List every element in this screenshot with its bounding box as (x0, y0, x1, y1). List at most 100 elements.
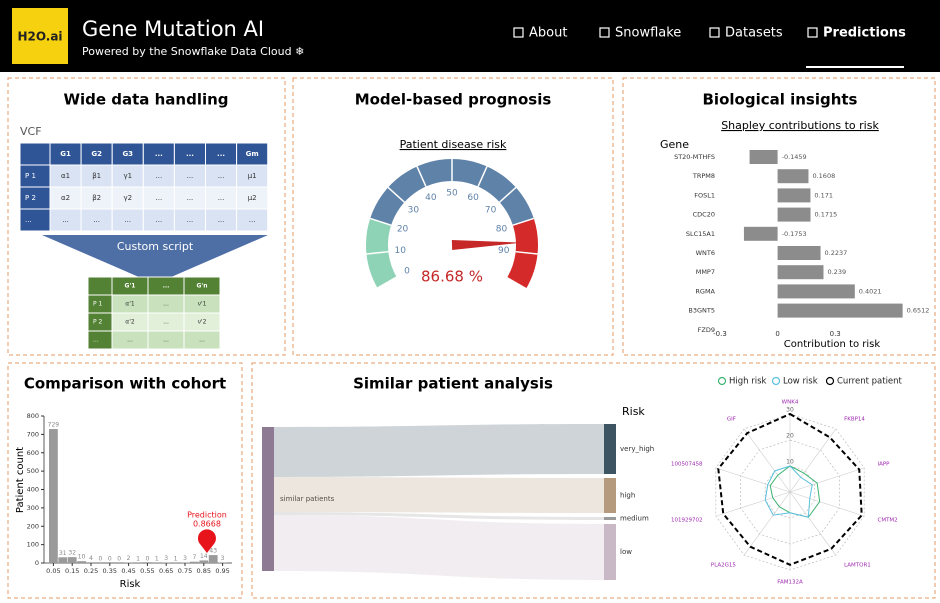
table-header-text: G2 (91, 150, 102, 158)
legend-label: High risk (729, 377, 767, 387)
radar-axis-label: GIF (727, 417, 736, 423)
table-cell-text: ... (156, 216, 163, 224)
table-cell-text: ν'2 (198, 319, 207, 326)
y-tick-label: 500 (27, 467, 39, 475)
gauge-tick-label: 0 (404, 267, 410, 277)
nav-item[interactable]: Datasets (725, 26, 783, 41)
header-bar (0, 0, 940, 72)
gauge-tick (515, 250, 538, 255)
table-row-label: P 2 (93, 319, 103, 326)
table-cell-text: μ2 (248, 194, 257, 202)
gauge-tick (387, 186, 405, 203)
bar (777, 303, 903, 318)
y-tick-label: 600 (27, 449, 39, 457)
panel-title: Similar patient analysis (353, 375, 553, 393)
gauge-tick (369, 217, 392, 226)
nav-item[interactable]: Predictions (823, 26, 906, 41)
gauge-band (507, 218, 538, 288)
bar-value-label: 0.171 (814, 191, 833, 199)
legend-swatch (717, 376, 727, 386)
x-tick-label: 0.35 (103, 567, 117, 575)
table-row-label: ... (93, 337, 99, 344)
radar-spoke (789, 491, 865, 517)
x-tick-label: 0.55 (140, 567, 154, 575)
y-tick-label: 400 (27, 486, 39, 494)
histogram-bar (199, 560, 209, 563)
table-cell-text: ... (127, 337, 133, 344)
table-header-text: G'n (196, 283, 207, 290)
table-cell-text: ... (62, 216, 69, 224)
bar (777, 284, 855, 299)
table-cell-text: γ1 (123, 172, 132, 180)
gauge-tick-label: 70 (485, 206, 497, 216)
radar-spoke (743, 428, 791, 493)
x-axis-title: Contribution to risk (784, 339, 881, 350)
gauge-tick-label: 80 (496, 224, 508, 234)
x-tick-label: 0.25 (84, 567, 98, 575)
panel (622, 77, 936, 356)
radar-axis-label: LAMTOR1 (844, 562, 871, 568)
sankey-target-node (604, 517, 616, 520)
table-header-text: ... (155, 150, 163, 158)
x-tick-label: 0 (775, 330, 779, 338)
panel-title: Model-based prognosis (355, 91, 552, 109)
table-header-text: ... (186, 150, 194, 158)
sankey-target-node (604, 478, 616, 513)
histogram-bar (161, 562, 171, 563)
gauge-tick-label: 20 (397, 224, 409, 234)
table-corner (19, 142, 51, 166)
bar-count-label: 1 (174, 555, 178, 562)
bar-value-label: -0.1753 (782, 230, 807, 238)
bar-value-label: 0.2237 (825, 249, 848, 257)
table-header-text: ... (217, 150, 225, 158)
radar-series (717, 412, 863, 566)
logo[interactable] (12, 8, 68, 64)
nav-item[interactable]: About (529, 26, 567, 41)
histogram-bar (86, 562, 96, 563)
bar (777, 265, 824, 280)
panel-title: Wide data handling (63, 91, 228, 109)
gauge-title: Patient disease risk (400, 138, 507, 151)
table-cell (183, 330, 221, 350)
sankey-source-node (262, 427, 274, 571)
bar-count-label: 0 (145, 556, 149, 563)
table-cell-text: ... (187, 194, 194, 202)
bar-value-label: 0.1608 (812, 172, 835, 180)
gauge-tick-label: 50 (446, 189, 458, 199)
format-label: VCF (20, 125, 42, 138)
nav-item[interactable]: Snowflake (615, 26, 681, 41)
bar-count-label: 43 (209, 548, 217, 555)
gauge-tick-label: 40 (425, 193, 437, 203)
sankey-target-node (604, 524, 616, 580)
x-tick-label: 0.65 (159, 567, 173, 575)
table-row-label: ... (25, 216, 32, 224)
table-cell-text: ... (163, 337, 169, 344)
y-tick-label: MMP7 (696, 268, 715, 276)
panel (251, 362, 936, 599)
prediction-value: 0.8668 (193, 520, 221, 529)
sankey-target-label: low (620, 548, 632, 556)
gauge-tick (377, 276, 397, 289)
radar-axis-label: CMTM2 (877, 517, 897, 523)
table-cell-text: ... (199, 337, 205, 344)
table-header-text: ... (163, 283, 170, 290)
radar-axis-label: WNK4 (782, 400, 799, 406)
bar-count-label: 0 (98, 556, 102, 563)
y-axis-title: Patient count (15, 447, 26, 513)
radar-axis-label: PLA2G15 (711, 562, 737, 568)
histogram-bar (77, 561, 86, 563)
y-axis-title: Gene (660, 138, 689, 151)
bar-value-label: 0.6512 (907, 307, 930, 315)
bar (743, 226, 778, 241)
radar-axis-label: IAPP (877, 462, 890, 468)
table-cell-text: ... (156, 172, 163, 180)
sankey-link (274, 512, 604, 520)
table-cell-text: α2 (61, 194, 70, 202)
table-header-text: Gm (246, 150, 259, 158)
panel (7, 362, 243, 599)
app-title: Gene Mutation AI (82, 17, 264, 41)
table-cell (236, 208, 269, 232)
panel-title: Comparison with cohort (24, 375, 226, 393)
x-tick-label: 0.15 (65, 567, 79, 575)
